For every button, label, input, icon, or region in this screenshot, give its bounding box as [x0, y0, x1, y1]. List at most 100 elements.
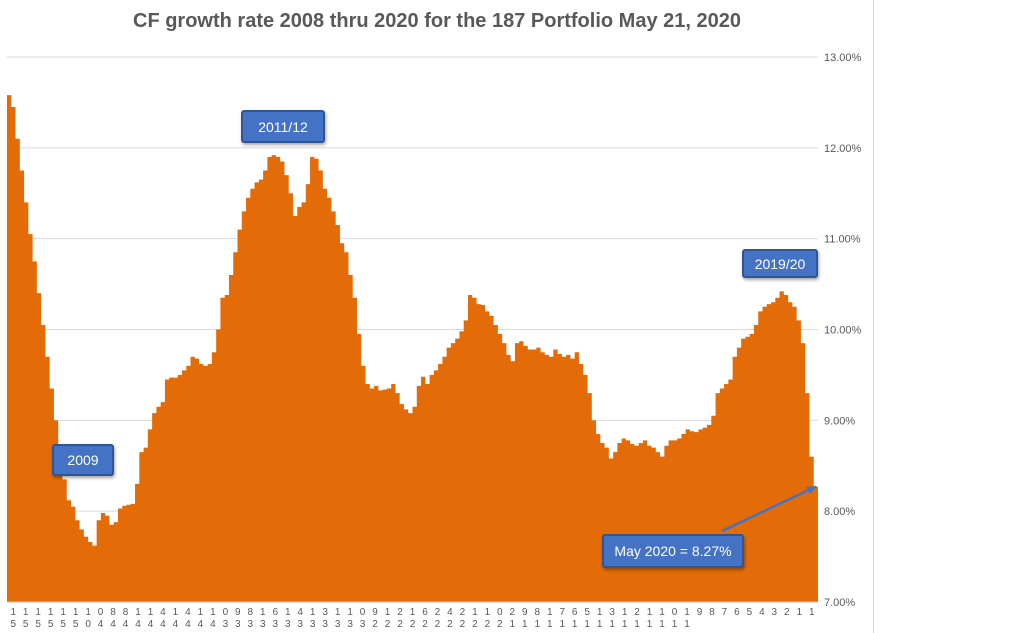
annotation-2011-12: 2011/12	[241, 110, 325, 143]
y-axis-ticks: 7.00% 8.00% 9.00% 10.00% 11.00% 12.00% 13.00%	[824, 52, 862, 609]
x-tick-label: 8	[123, 607, 129, 618]
x-tick-label: 1	[310, 607, 316, 618]
annotation-2019-20: 2019/20	[742, 249, 818, 278]
annotation-may-2020: May 2020 = 8.27%	[602, 534, 744, 568]
x-tick-label: 4	[123, 619, 129, 630]
x-tick-label: 1	[410, 607, 416, 618]
x-tick-label: 2	[634, 607, 640, 618]
x-tick-label: 3	[322, 607, 328, 618]
x-tick-label: 5	[23, 619, 29, 630]
x-tick-label: 6	[734, 607, 740, 618]
x-tick-label: 4	[210, 619, 216, 630]
x-tick-label: 6	[422, 607, 428, 618]
annotation-may-2020-label: May 2020 = 8.27%	[614, 543, 732, 559]
x-tick-label: 5	[48, 619, 54, 630]
x-tick-label: 3	[297, 619, 303, 630]
x-tick-label: 1	[634, 619, 640, 630]
x-tick-label: 1	[60, 607, 66, 618]
x-tick-label: 7	[722, 607, 728, 618]
x-axis-ticks: 1515151515151004848414144414441414039383…	[10, 607, 815, 630]
x-tick-label: 4	[160, 619, 166, 630]
x-tick-label: 4	[759, 607, 765, 618]
x-tick-label: 6	[272, 607, 278, 618]
x-tick-label: 2	[510, 607, 516, 618]
x-tick-label: 4	[185, 607, 191, 618]
x-tick-label: 2	[485, 619, 491, 630]
x-tick-label: 1	[684, 607, 690, 618]
x-tick-label: 4	[148, 619, 154, 630]
x-tick-label: 4	[160, 607, 166, 618]
x-tick-label: 7	[559, 607, 565, 618]
x-tick-label: 1	[23, 607, 29, 618]
x-tick-label: 4	[185, 619, 191, 630]
x-tick-label: 3	[272, 619, 278, 630]
x-tick-label: 1	[684, 619, 690, 630]
x-tick-label: 3	[772, 607, 778, 618]
x-tick-label: 3	[235, 619, 241, 630]
x-tick-label: 1	[597, 607, 603, 618]
x-tick-label: 1	[485, 607, 491, 618]
x-tick-label: 1	[148, 607, 154, 618]
x-tick-label: 6	[572, 607, 578, 618]
x-tick-label: 2	[460, 607, 466, 618]
x-tick-label: 1	[597, 619, 603, 630]
chart-title: CF growth rate 2008 thru 2020 for the 18…	[133, 10, 741, 32]
x-tick-label: 0	[360, 607, 366, 618]
x-tick-label: 1	[10, 607, 16, 618]
x-tick-label: 9	[697, 607, 703, 618]
x-tick-label: 1	[797, 607, 803, 618]
x-tick-label: 1	[659, 607, 665, 618]
x-tick-label: 2	[372, 619, 378, 630]
y-tick-label: 8.00%	[824, 506, 855, 518]
y-tick-label: 9.00%	[824, 415, 855, 427]
annotation-arrow	[721, 485, 817, 533]
x-tick-label: 8	[110, 607, 116, 618]
x-tick-label: 1	[609, 619, 615, 630]
x-tick-label: 1	[584, 619, 590, 630]
x-tick-label: 4	[447, 607, 453, 618]
x-tick-label: 1	[472, 607, 478, 618]
x-tick-label: 1	[647, 619, 653, 630]
annotation-2011-12-label: 2011/12	[258, 118, 308, 135]
x-tick-label: 3	[322, 619, 328, 630]
x-tick-label: 2	[422, 619, 428, 630]
x-tick-label: 2	[460, 619, 466, 630]
x-tick-label: 0	[98, 607, 104, 618]
x-tick-label: 4	[297, 607, 303, 618]
annotation-arrows	[721, 485, 817, 533]
x-tick-label: 1	[572, 619, 578, 630]
x-tick-label: 3	[285, 619, 291, 630]
x-tick-label: 1	[335, 607, 341, 618]
series-area-layer	[7, 95, 818, 603]
x-tick-label: 1	[198, 607, 204, 618]
x-tick-label: 5	[35, 619, 41, 630]
x-tick-label: 8	[248, 607, 254, 618]
x-tick-label: 3	[223, 619, 229, 630]
x-tick-label: 0	[672, 607, 678, 618]
x-tick-label: 1	[534, 619, 540, 630]
x-tick-label: 0	[223, 607, 229, 618]
x-tick-label: 1	[73, 607, 79, 618]
x-tick-label: 3	[347, 619, 353, 630]
x-tick-label: 1	[809, 607, 815, 618]
x-tick-label: 3	[609, 607, 615, 618]
x-tick-label: 4	[198, 619, 204, 630]
x-tick-label: 2	[435, 607, 441, 618]
x-tick-label: 3	[335, 619, 341, 630]
y-tick-label: 12.00%	[824, 143, 862, 155]
x-tick-label: 5	[747, 607, 753, 618]
x-tick-label: 1	[559, 619, 565, 630]
x-tick-label: 1	[547, 619, 553, 630]
x-tick-label: 1	[659, 619, 665, 630]
x-tick-label: 1	[35, 607, 41, 618]
x-tick-label: 1	[135, 607, 141, 618]
x-tick-label: 9	[522, 607, 528, 618]
x-tick-label: 2	[410, 619, 416, 630]
x-tick-label: 1	[173, 607, 179, 618]
x-tick-label: 5	[10, 619, 16, 630]
plot-area: 7.00%8.00%9.00%10.00%11.00%12.00%13.00% …	[7, 52, 862, 630]
x-tick-label: 4	[110, 619, 116, 630]
x-tick-label: 5	[584, 607, 590, 618]
x-tick-label: 2	[784, 607, 790, 618]
x-tick-label: 2	[435, 619, 441, 630]
